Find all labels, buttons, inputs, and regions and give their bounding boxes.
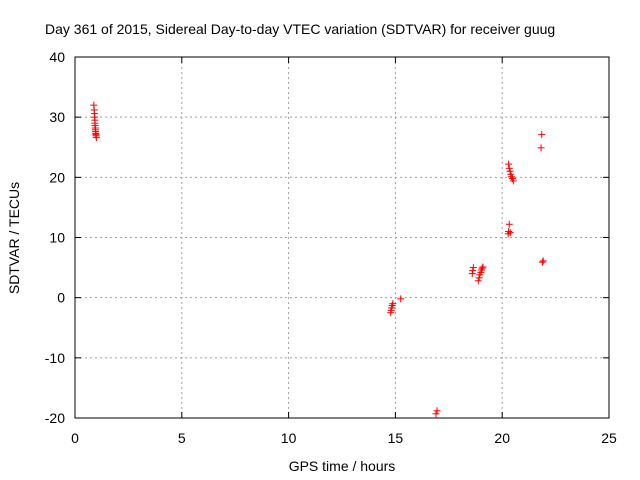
x-tick-label: 0 xyxy=(71,430,79,446)
data-point xyxy=(505,227,513,235)
y-tick-label: 40 xyxy=(49,49,65,65)
data-point xyxy=(505,164,513,172)
data-point xyxy=(506,167,514,175)
data-point xyxy=(474,277,482,285)
data-point xyxy=(509,177,517,185)
data-points xyxy=(90,101,547,418)
data-point xyxy=(537,144,545,152)
x-tick-label: 5 xyxy=(178,430,186,446)
data-point xyxy=(505,160,513,168)
data-point xyxy=(479,263,487,271)
data-point xyxy=(538,131,546,139)
y-tick-label: 30 xyxy=(49,109,65,125)
x-axis-ticks: 0 5 10 15 20 25 xyxy=(71,57,617,446)
y-axis-ticks: -20 -10 0 10 20 30 40 xyxy=(45,49,609,426)
y-tick-label: -10 xyxy=(45,350,65,366)
x-tick-label: 25 xyxy=(601,430,617,446)
data-point xyxy=(475,274,483,282)
chart-title: Day 361 of 2015, Sidereal Day-to-day VTE… xyxy=(45,21,555,37)
data-point xyxy=(397,295,405,303)
plot-frame xyxy=(74,56,610,419)
data-point xyxy=(469,267,477,275)
y-tick-label: 20 xyxy=(49,169,65,185)
y-axis-label: SDTVAR / TECUs xyxy=(6,182,22,294)
data-point xyxy=(539,257,547,265)
y-tick-label: 10 xyxy=(49,230,65,246)
data-point xyxy=(505,220,513,228)
data-point xyxy=(389,300,397,308)
x-tick-label: 10 xyxy=(281,430,297,446)
data-point xyxy=(469,264,477,272)
data-point xyxy=(433,407,441,415)
data-point xyxy=(388,301,396,309)
data-point xyxy=(538,258,546,266)
x-tick-label: 15 xyxy=(388,430,404,446)
data-point xyxy=(506,229,514,237)
data-point xyxy=(478,264,486,272)
x-tick-label: 20 xyxy=(494,430,510,446)
x-axis-label: GPS time / hours xyxy=(289,458,396,474)
grid-lines xyxy=(75,57,609,418)
data-point xyxy=(507,173,515,181)
data-point xyxy=(477,266,485,274)
data-point xyxy=(92,134,100,142)
y-tick-label: 0 xyxy=(57,290,65,306)
y-tick-label: -20 xyxy=(45,410,65,426)
data-point xyxy=(432,410,440,418)
